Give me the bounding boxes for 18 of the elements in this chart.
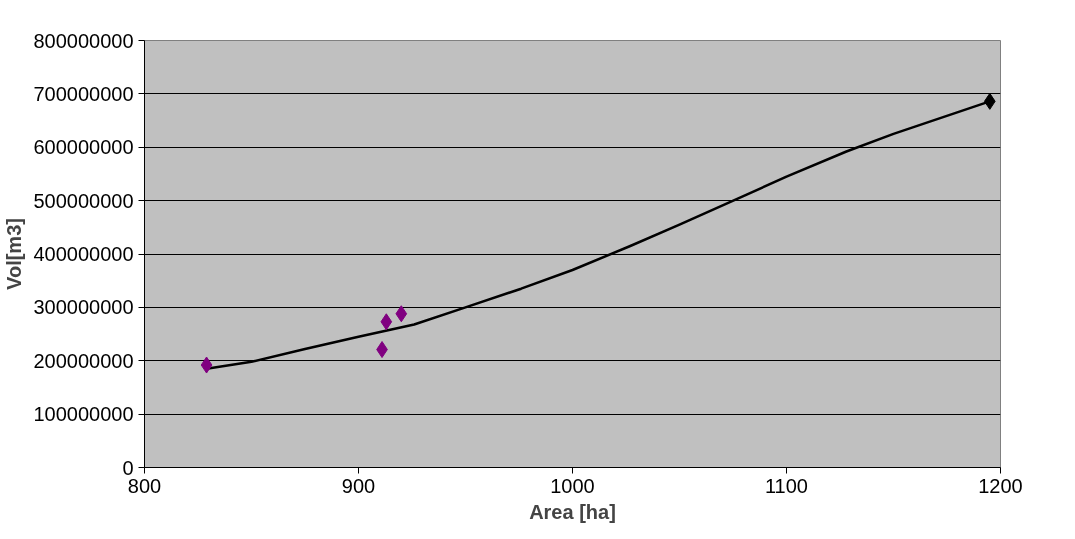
point	[983, 92, 996, 110]
y-tick-label: 700000000	[33, 82, 134, 105]
y-tick-label: 400000000	[33, 243, 134, 265]
y-tick-label: 500000000	[33, 189, 134, 212]
x-axis-title: Area [ha]	[529, 500, 616, 523]
y-tick-label: 100000000	[33, 403, 134, 426]
point	[380, 313, 393, 331]
point	[395, 305, 408, 323]
x-tick-label: 1000	[550, 474, 595, 497]
y-tick-label: 200000000	[33, 349, 134, 372]
y-tick-label: 800000000	[33, 29, 134, 52]
x-tick-label: 1200	[978, 474, 1023, 497]
x-tick-label: 900	[341, 474, 376, 497]
y-tick-label: 600000000	[33, 136, 134, 159]
y-axis-title: Vol[m3]	[3, 218, 26, 290]
point	[200, 356, 213, 374]
y-tick-label: 300000000	[33, 296, 134, 319]
x-tick-label: 1100	[765, 474, 809, 497]
